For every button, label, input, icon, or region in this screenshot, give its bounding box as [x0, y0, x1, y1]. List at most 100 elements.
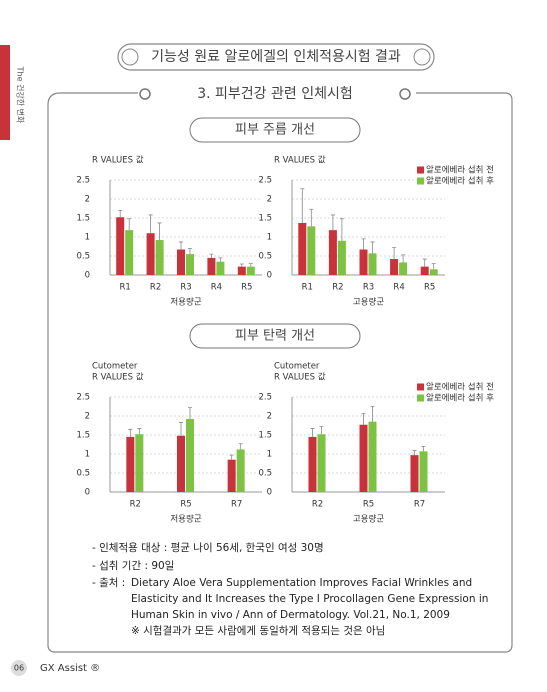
x-tick-label: R2	[150, 283, 161, 293]
y-axis-label: R VALUES 값	[274, 372, 326, 383]
bar	[135, 434, 144, 492]
x-tick-label: R5	[363, 500, 374, 510]
y-axis-label: Cutometer	[92, 362, 138, 372]
y-axis-label: R VALUES 값	[92, 372, 144, 383]
brand: GX Assist ®	[40, 663, 100, 674]
bar	[429, 269, 438, 275]
bar	[146, 233, 155, 275]
x-tick-label: R3	[363, 283, 374, 293]
page-badge	[11, 660, 27, 676]
x-tick-label: R4	[211, 283, 222, 293]
x-axis-label: 고용량군	[353, 514, 384, 525]
ornament	[139, 88, 151, 100]
ornament	[399, 88, 411, 100]
ornament	[413, 48, 431, 66]
y-tick-label: 0	[267, 271, 272, 281]
x-tick-label: R2	[130, 500, 141, 510]
legend-label: 알로에베라 섭취 전	[426, 165, 494, 176]
x-tick-label: R1	[302, 283, 313, 293]
legend-label: 알로에베라 섭취 후	[426, 393, 494, 404]
content-box	[47, 92, 513, 653]
bar	[116, 217, 125, 275]
x-axis-label: 고용량군	[353, 297, 384, 308]
x-tick-label: R7	[231, 500, 242, 510]
x-tick-label: R5	[180, 500, 191, 510]
bar	[216, 261, 225, 275]
header-pill	[117, 43, 435, 71]
error-bar	[157, 222, 162, 241]
bar	[307, 226, 316, 275]
side-tab: The 건강한 변화	[16, 66, 26, 124]
bar	[227, 459, 236, 492]
error-bar	[309, 208, 314, 227]
x-tick-label: R2	[312, 500, 323, 510]
y-tick-label: 0	[85, 271, 90, 281]
error-bar	[239, 263, 244, 267]
error-bar	[319, 426, 324, 435]
y-tick-label: 0	[85, 488, 90, 498]
error-bar	[392, 247, 397, 260]
box-title: 3. 피부건강 관련 인체시험	[197, 86, 353, 102]
legend-swatch	[417, 383, 424, 391]
y-tick-label: 0.5	[76, 469, 90, 479]
y-tick-label: 2	[267, 412, 272, 422]
error-bar	[238, 443, 243, 450]
ornament	[121, 48, 139, 66]
y-tick-label: 1.5	[258, 431, 272, 441]
bar	[328, 230, 337, 275]
y-tick-label: 0.5	[258, 469, 272, 479]
error-bar	[431, 263, 436, 270]
bar	[390, 259, 399, 275]
bar	[410, 455, 419, 492]
y-tick-label: 1.5	[76, 214, 90, 224]
note-item: - 인체적용 대상 : 평균 나이 56세, 한국인 여성 30명	[92, 542, 324, 554]
error-bar	[370, 406, 375, 422]
y-axis-label: R VALUES 값	[274, 155, 326, 166]
legend-label: 알로에베라 섭취 후	[426, 176, 494, 187]
error-bar	[118, 210, 123, 218]
error-bar	[361, 238, 366, 250]
bar	[186, 254, 194, 275]
y-tick-label: 1.5	[258, 214, 272, 224]
x-tick-label: R1	[120, 283, 131, 293]
error-bar	[179, 241, 183, 250]
y-tick-label: 1	[267, 233, 272, 243]
y-tick-label: 2.5	[76, 176, 90, 186]
error-bar	[310, 428, 315, 437]
y-tick-label: 1	[85, 450, 90, 460]
page-number: 06	[14, 664, 24, 673]
y-tick-label: 2	[267, 195, 272, 205]
x-tick-label: R2	[332, 283, 343, 293]
x-axis-label: 저용량군	[170, 514, 201, 525]
bar	[246, 266, 255, 275]
bar	[420, 266, 429, 275]
bar	[237, 266, 246, 275]
y-tick-label: 2.5	[258, 393, 272, 403]
error-bar	[218, 257, 223, 262]
error-bar	[148, 214, 153, 234]
bar	[177, 435, 185, 492]
section-heading: 피부 주름 개선	[235, 123, 315, 138]
y-tick-label: 2	[85, 412, 90, 422]
error-bar	[330, 214, 335, 231]
x-tick-label: R5	[241, 283, 252, 293]
error-bar	[370, 241, 375, 254]
error-bar	[248, 263, 253, 267]
source-line: Elasticity and It Increases the Type I P…	[131, 593, 488, 605]
error-bar	[300, 188, 305, 223]
error-bar	[179, 422, 183, 436]
source-line: Human Skin in vivo / Ann of Dermatology.…	[131, 609, 450, 621]
bar	[368, 421, 377, 492]
error-bar	[421, 446, 426, 452]
bar	[359, 424, 368, 492]
bar	[337, 240, 346, 275]
note-item: - 섭취 기간 : 90일	[92, 559, 174, 572]
y-axis-label: Cutometer	[274, 362, 320, 372]
legend-swatch	[417, 177, 424, 185]
bar	[419, 451, 428, 492]
bar	[359, 249, 368, 275]
bar	[308, 436, 317, 492]
side-tab-bar	[0, 45, 10, 140]
y-tick-label: 0.5	[76, 252, 90, 262]
